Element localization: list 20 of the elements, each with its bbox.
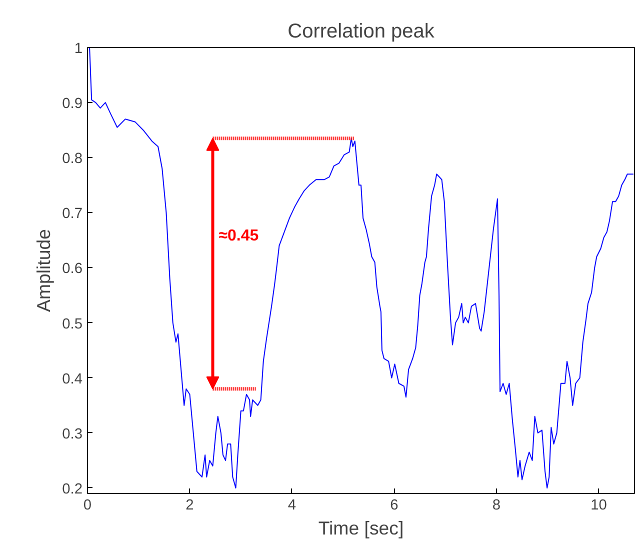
y-tick-label: 0.4 [62, 371, 82, 388]
x-tick-label: 0 [83, 498, 92, 514]
y-tick-label: 0.3 [62, 426, 82, 442]
x-tick-label: 6 [390, 498, 398, 514]
y-tick-label: 0.2 [62, 481, 82, 498]
x-tick-label: 8 [492, 498, 501, 514]
y-tick-label: 0.5 [62, 316, 82, 332]
x-tick-label: 2 [186, 498, 194, 514]
y-tick-label: 0.7 [62, 206, 82, 222]
y-tick-label: 0.6 [62, 261, 82, 278]
y-axis-title: Amplitude [33, 229, 54, 312]
x-tick-label: 4 [288, 498, 296, 514]
x-tick-label: 10 [590, 498, 607, 514]
line-series [89, 48, 634, 488]
x-axis-title: Time [sec] [318, 518, 404, 538]
chart-title: Correlation peak [288, 20, 436, 42]
annotation: ≈0.45 [218, 228, 259, 245]
y-tick-label: 0.9 [62, 96, 82, 112]
y-tick-label: 0.8 [62, 151, 82, 168]
y-tick-label: 1 [74, 41, 83, 57]
